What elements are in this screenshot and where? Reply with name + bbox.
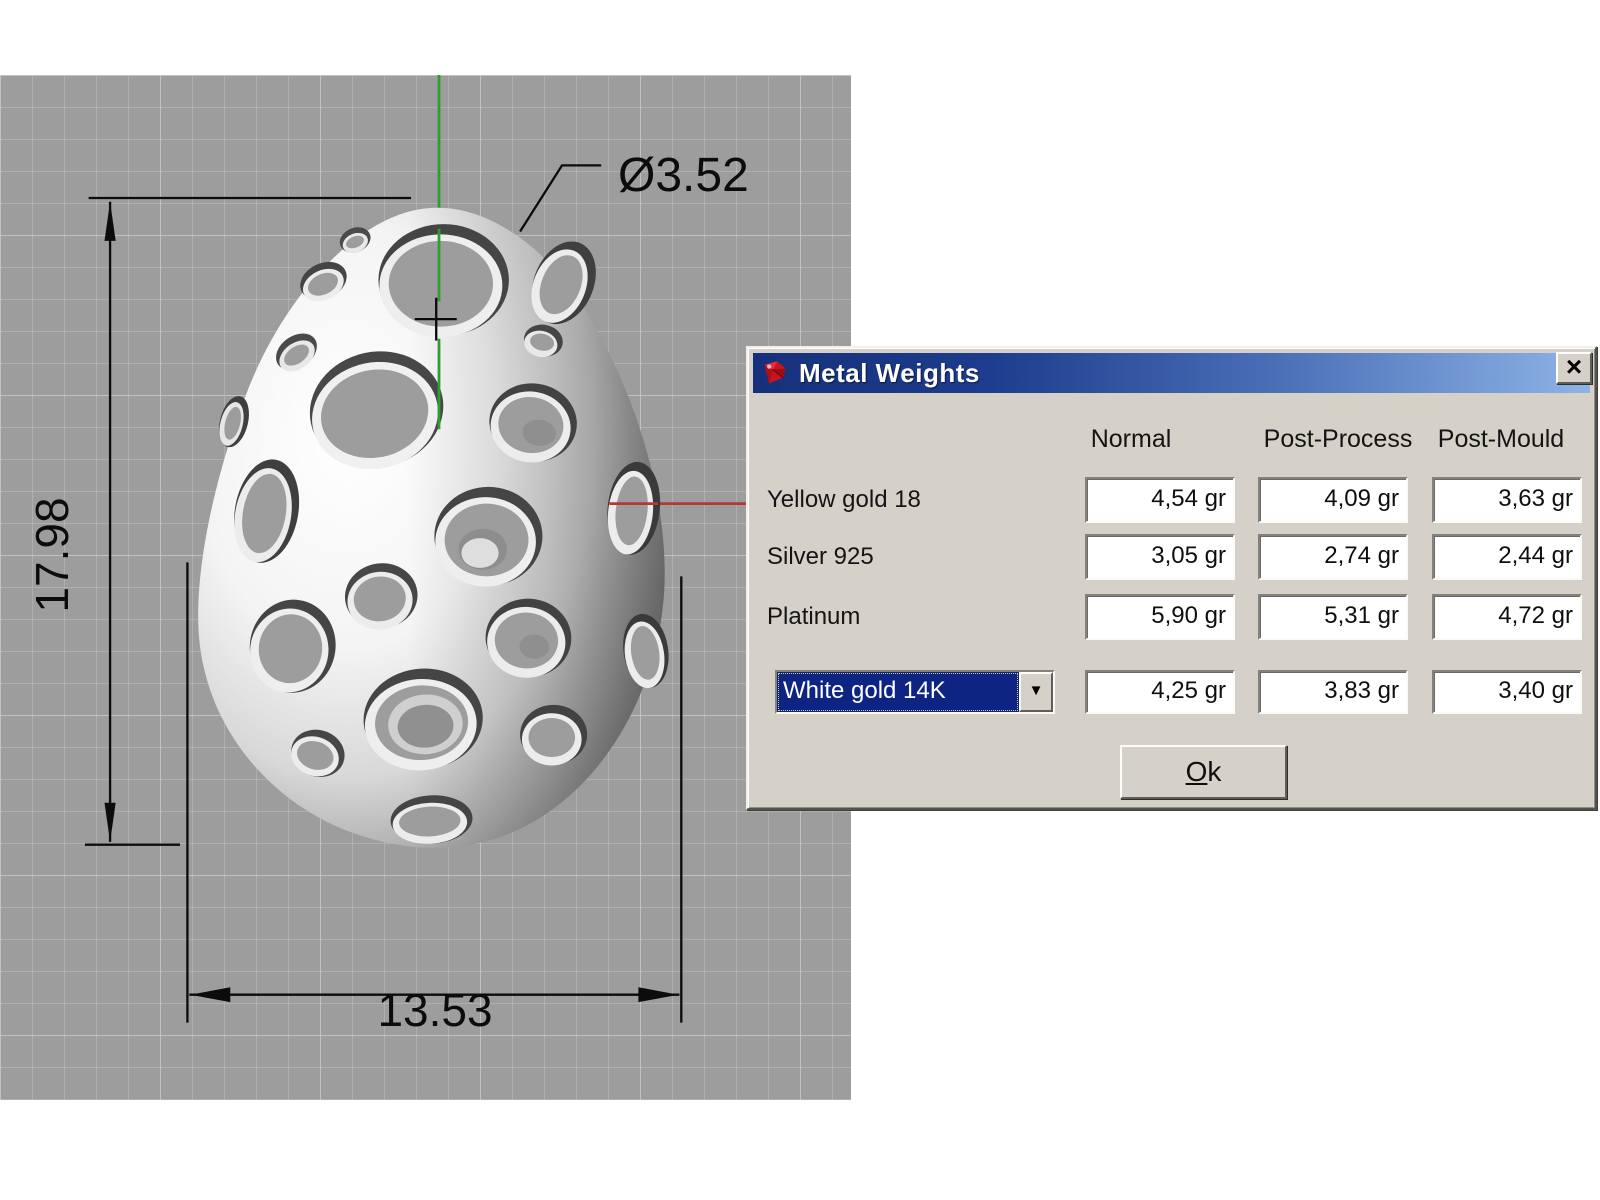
origin-crosshair <box>414 297 457 341</box>
weight-field-silver-normal[interactable]: 3,05 gr <box>1085 534 1235 580</box>
column-header-post-mould: Post-Mould <box>1437 425 1565 453</box>
weight-field-yellow-gold-post-mould[interactable]: 3,63 gr <box>1432 477 1582 523</box>
weight-field-selected-normal[interactable]: 4,25 gr <box>1085 670 1235 714</box>
weight-field-platinum-normal[interactable]: 5,90 gr <box>1085 594 1235 640</box>
dropdown-selected-value: White gold 14K <box>777 672 1019 712</box>
dimension-lines <box>84 164 683 1023</box>
cad-viewport[interactable]: Ø3.52 17.98 13.53 <box>0 75 851 1100</box>
weight-field-yellow-gold-post-process[interactable]: 4,09 gr <box>1258 477 1408 523</box>
ok-button-label-rest: k <box>1207 756 1222 787</box>
weight-field-selected-post-mould[interactable]: 3,40 gr <box>1432 670 1582 714</box>
metal-weights-dialog: Metal Weights × Normal Post-Process Post… <box>746 346 1597 810</box>
column-header-post-process: Post-Process <box>1263 425 1413 453</box>
weight-field-platinum-post-mould[interactable]: 4,72 gr <box>1432 594 1582 640</box>
ok-button-accelerator: O <box>1185 756 1208 787</box>
metal-label-platinum: Platinum <box>767 603 861 630</box>
chevron-down-icon[interactable]: ▼ <box>1019 672 1053 712</box>
weight-field-silver-post-process[interactable]: 2,74 gr <box>1258 534 1408 580</box>
egg-model <box>198 207 669 848</box>
metal-select-dropdown[interactable]: White gold 14K ▼ <box>775 670 1055 714</box>
weight-field-selected-post-process[interactable]: 3,83 gr <box>1258 670 1408 714</box>
weight-field-platinum-post-process[interactable]: 5,31 gr <box>1258 594 1408 640</box>
metal-label-silver-925: Silver 925 <box>767 543 874 570</box>
gem-icon <box>764 361 786 384</box>
close-icon[interactable]: × <box>1556 352 1592 384</box>
weight-field-yellow-gold-normal[interactable]: 4,54 gr <box>1085 477 1235 523</box>
metal-label-yellow-gold-18: Yellow gold 18 <box>767 486 921 513</box>
dialog-titlebar[interactable]: Metal Weights <box>753 353 1590 393</box>
dimension-height-label: 17.98 <box>26 497 78 613</box>
column-header-normal: Normal <box>1090 425 1172 453</box>
dimension-width-label: 13.53 <box>377 984 493 1036</box>
dialog-title: Metal Weights <box>799 357 980 388</box>
weight-field-silver-post-mould[interactable]: 2,44 gr <box>1432 534 1582 580</box>
ok-button[interactable]: Ok <box>1120 745 1287 799</box>
dimension-diameter-label: Ø3.52 <box>618 149 749 202</box>
cad-scene <box>84 75 822 1023</box>
